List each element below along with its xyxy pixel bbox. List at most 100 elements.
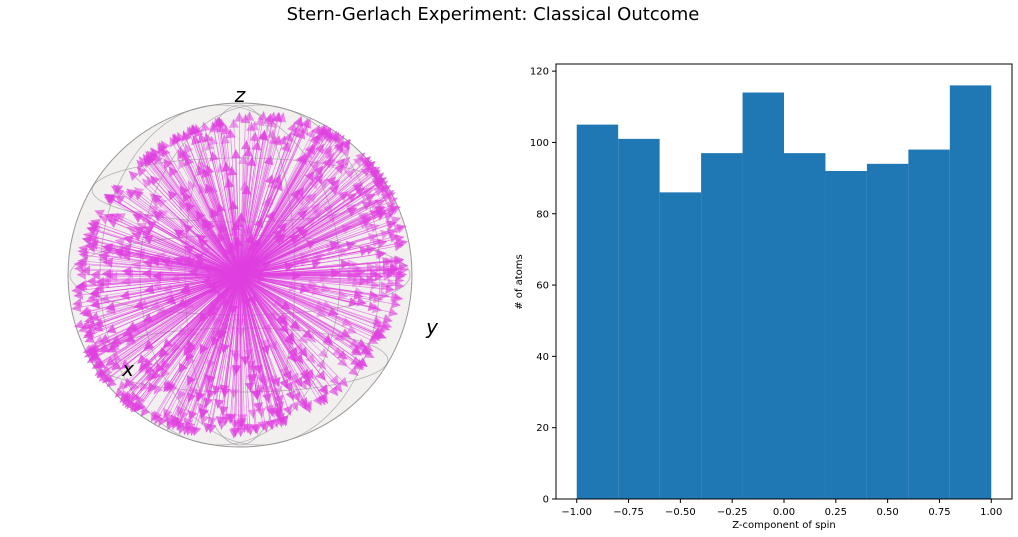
spin-arrow bbox=[145, 274, 241, 381]
spin-arrow bbox=[239, 140, 351, 276]
spin-arrow bbox=[239, 238, 406, 276]
spin-arrow bbox=[239, 274, 257, 384]
spin-arrow bbox=[239, 193, 357, 276]
spin-arrow bbox=[239, 274, 289, 426]
spin-arrow bbox=[206, 220, 241, 276]
spin-arrow bbox=[78, 274, 241, 334]
spin-arrow bbox=[144, 274, 241, 375]
spin-vectors bbox=[71, 111, 409, 439]
spin-arrow bbox=[110, 185, 241, 276]
spin-arrow bbox=[137, 274, 241, 364]
spin-arrow bbox=[239, 131, 260, 276]
histogram-bar bbox=[866, 163, 909, 499]
spin-arrow bbox=[239, 274, 298, 358]
spin-arrow bbox=[133, 190, 241, 276]
x-tick-label: −0.50 bbox=[665, 507, 696, 518]
bloch-sphere-plot: z y x bbox=[67, 83, 439, 448]
spin-arrow bbox=[94, 274, 241, 293]
spin-arrow bbox=[239, 274, 375, 359]
spin-arrow bbox=[134, 226, 241, 276]
spin-arrow bbox=[98, 274, 241, 382]
spin-arrow bbox=[239, 131, 269, 276]
spin-arrow bbox=[115, 213, 241, 276]
spin-arrow bbox=[84, 274, 241, 338]
spin-arrow bbox=[73, 274, 241, 300]
spin-arrow bbox=[104, 270, 241, 281]
spin-arrow bbox=[239, 187, 305, 276]
spin-arrow bbox=[239, 274, 379, 345]
spin-arrow bbox=[74, 274, 241, 329]
spin-arrow bbox=[239, 220, 397, 276]
spin-arrow bbox=[239, 274, 300, 330]
spin-arrow bbox=[239, 274, 343, 357]
spin-arrow bbox=[239, 178, 328, 276]
spin-arrow bbox=[168, 166, 241, 276]
x-tick-label: 0.50 bbox=[877, 507, 899, 518]
spin-arrow bbox=[98, 251, 241, 276]
spin-arrow bbox=[239, 181, 250, 276]
histogram-bar bbox=[576, 124, 619, 500]
spin-arrow bbox=[239, 126, 325, 276]
x-axis-label: x bbox=[121, 357, 134, 381]
y-tick-label: 80 bbox=[536, 209, 549, 220]
spin-arrow bbox=[239, 208, 397, 276]
spin-arrow bbox=[190, 124, 241, 276]
spin-arrow bbox=[234, 112, 245, 276]
spin-arrow bbox=[111, 274, 241, 345]
spin-arrow bbox=[174, 274, 241, 427]
spin-arrow bbox=[164, 274, 241, 423]
spin-arrow bbox=[239, 274, 307, 391]
spin-arrow bbox=[88, 236, 241, 276]
spin-arrow bbox=[182, 192, 241, 276]
spin-arrow bbox=[194, 258, 241, 276]
spin-arrow bbox=[94, 274, 241, 367]
spin-arrow bbox=[239, 274, 303, 388]
spin-arrow bbox=[239, 128, 301, 276]
histogram-bar bbox=[908, 149, 950, 499]
spin-arrow bbox=[239, 132, 293, 276]
spin-arrow bbox=[239, 274, 390, 292]
spin-arrow bbox=[239, 229, 391, 276]
x-tick-label: 1.00 bbox=[980, 507, 1002, 518]
spin-arrow bbox=[214, 274, 241, 409]
spin-arrow bbox=[239, 274, 340, 386]
spin-arrow bbox=[239, 274, 351, 338]
spin-arrow bbox=[239, 274, 401, 309]
spin-arrow bbox=[239, 205, 385, 276]
y-ticks: 0 20 40 60 80 100 120 bbox=[530, 67, 556, 506]
spin-arrow bbox=[239, 240, 340, 276]
y-tick-label: 60 bbox=[536, 281, 549, 292]
y-tick-label: 0 bbox=[543, 495, 549, 506]
spin-arrow bbox=[239, 202, 396, 276]
spin-arrow bbox=[239, 274, 293, 416]
spin-arrow bbox=[186, 274, 241, 354]
spin-arrow bbox=[239, 274, 349, 388]
spin-arrow bbox=[72, 274, 241, 308]
spin-arrow bbox=[129, 274, 241, 411]
spin-arrow bbox=[239, 274, 339, 317]
spin-arrow bbox=[239, 232, 378, 276]
spin-arrow bbox=[239, 267, 403, 278]
spin-arrow bbox=[239, 143, 314, 276]
x-tick-label: 0.25 bbox=[825, 507, 847, 518]
y-tick-label: 40 bbox=[536, 352, 549, 363]
spin-arrow bbox=[216, 274, 241, 341]
spin-arrow bbox=[125, 274, 241, 343]
spin-arrow bbox=[183, 143, 241, 276]
histogram-bars bbox=[576, 85, 992, 500]
spin-arrow bbox=[106, 274, 241, 388]
spin-arrow bbox=[239, 274, 333, 310]
spin-arrow bbox=[239, 240, 317, 276]
x-axis-title: Z-component of spin bbox=[732, 520, 836, 531]
spin-arrow bbox=[239, 258, 322, 276]
spin-arrow bbox=[239, 274, 404, 303]
spin-arrow bbox=[239, 274, 361, 366]
spin-arrow bbox=[168, 274, 241, 394]
spin-arrow bbox=[77, 256, 241, 276]
spin-arrow bbox=[141, 178, 241, 276]
spin-arrow bbox=[100, 247, 241, 276]
spin-arrow bbox=[239, 260, 409, 276]
spin-arrow bbox=[239, 122, 256, 276]
spin-arrow bbox=[239, 274, 289, 334]
spin-arrow bbox=[239, 256, 404, 276]
